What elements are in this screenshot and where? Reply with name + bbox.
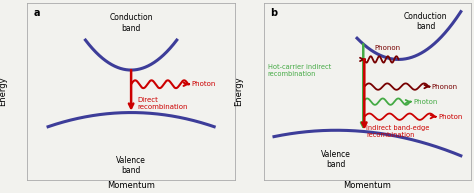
Text: Conduction
band: Conduction band [404, 12, 447, 31]
Text: Direct
recombination: Direct recombination [137, 97, 188, 110]
Text: Photon: Photon [413, 99, 438, 105]
Text: Photon: Photon [438, 114, 462, 120]
Text: Valence
band: Valence band [116, 156, 146, 175]
Text: Hot-carrier indirect
recombination: Hot-carrier indirect recombination [268, 63, 331, 77]
Text: Energy: Energy [0, 76, 7, 106]
Text: Photon: Photon [191, 81, 216, 87]
Text: Conduction
band: Conduction band [109, 13, 153, 33]
Text: b: b [270, 8, 277, 18]
X-axis label: Momentum: Momentum [344, 181, 392, 190]
X-axis label: Momentum: Momentum [107, 181, 155, 190]
Text: Valence
band: Valence band [321, 150, 351, 169]
Text: Phonon: Phonon [432, 84, 458, 90]
Text: a: a [34, 8, 40, 18]
Text: Energy: Energy [234, 76, 243, 106]
Text: Indirect band-edge
recombination: Indirect band-edge recombination [366, 125, 430, 138]
Text: Phonon: Phonon [374, 46, 400, 52]
